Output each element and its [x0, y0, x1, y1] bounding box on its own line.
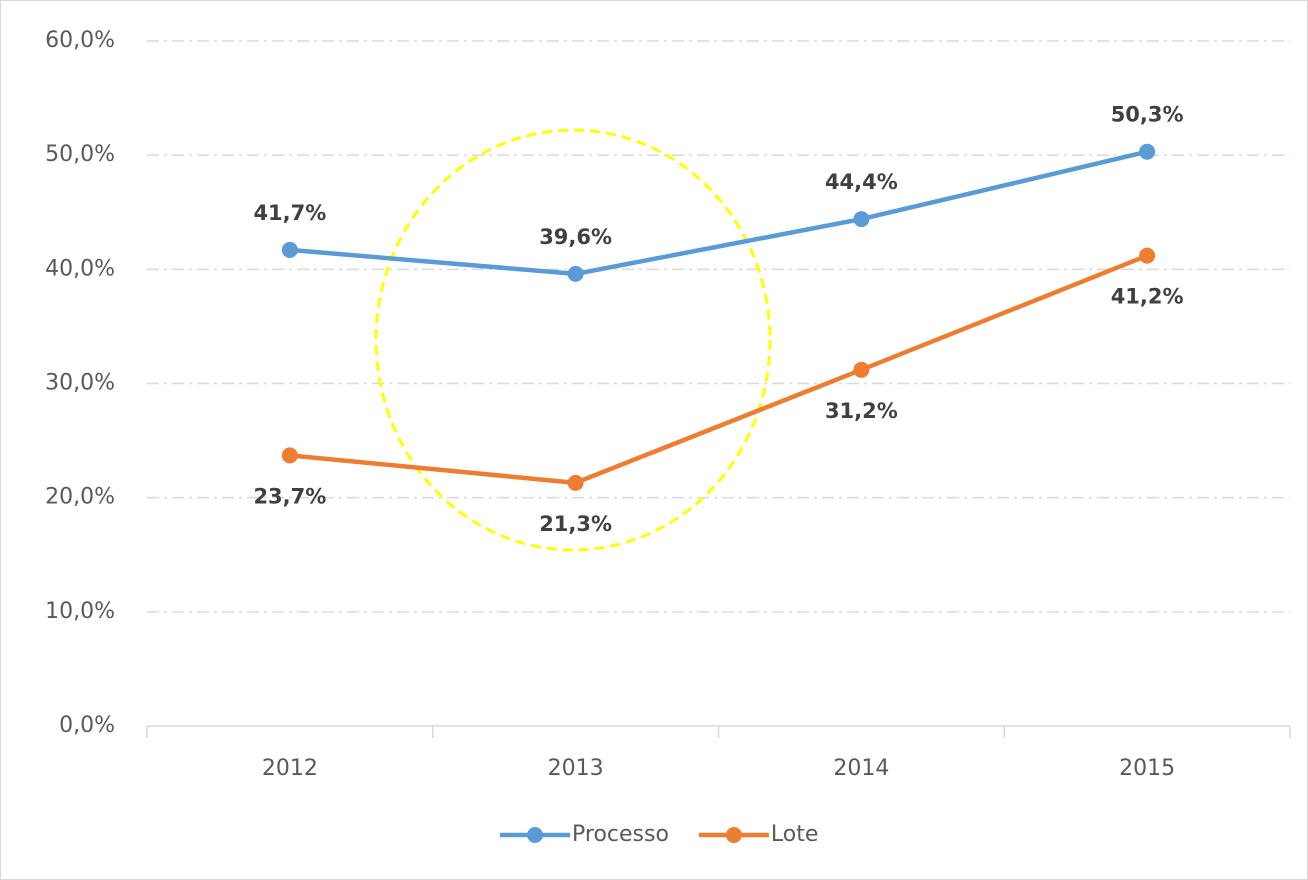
plot-layer — [146, 40, 1291, 738]
series-line — [289, 149, 1148, 277]
data-point — [1139, 143, 1156, 160]
legend-marker — [527, 827, 543, 843]
x-tick-label: 2014 — [833, 756, 889, 781]
data-point — [853, 361, 870, 378]
x-tick-label: 2015 — [1119, 756, 1175, 781]
data-point — [567, 265, 584, 282]
data-point — [1139, 247, 1156, 264]
legend-marker — [725, 827, 742, 843]
data-label: 50,3% — [1111, 103, 1184, 127]
data-label: 41,7% — [253, 201, 326, 225]
highlight-ellipse — [374, 128, 772, 552]
data-label: 31,2% — [825, 399, 898, 423]
data-label: 44,4% — [825, 170, 898, 194]
x-tick-label: 2012 — [262, 756, 318, 781]
legend-label: Processo — [572, 822, 669, 847]
y-tick-label: 10,0% — [45, 599, 115, 624]
y-tick-label: 0,0% — [59, 713, 115, 738]
data-label: 23,7% — [253, 484, 326, 508]
data-point — [567, 474, 584, 491]
data-label: 21,3% — [539, 512, 612, 536]
series-line — [289, 253, 1148, 486]
y-tick-label: 30,0% — [45, 371, 115, 396]
data-point — [281, 241, 298, 258]
y-tick-label: 60,0% — [45, 28, 115, 53]
x-tick-label: 2013 — [548, 756, 604, 781]
data-label: 39,6% — [539, 225, 612, 249]
data-point — [853, 211, 870, 228]
data-point — [281, 447, 298, 464]
y-tick-label: 40,0% — [45, 256, 115, 281]
legend-label: Lote — [771, 822, 819, 847]
y-tick-label: 50,0% — [45, 142, 115, 167]
data-label: 41,2% — [1111, 285, 1184, 309]
y-tick-label: 20,0% — [45, 485, 115, 510]
